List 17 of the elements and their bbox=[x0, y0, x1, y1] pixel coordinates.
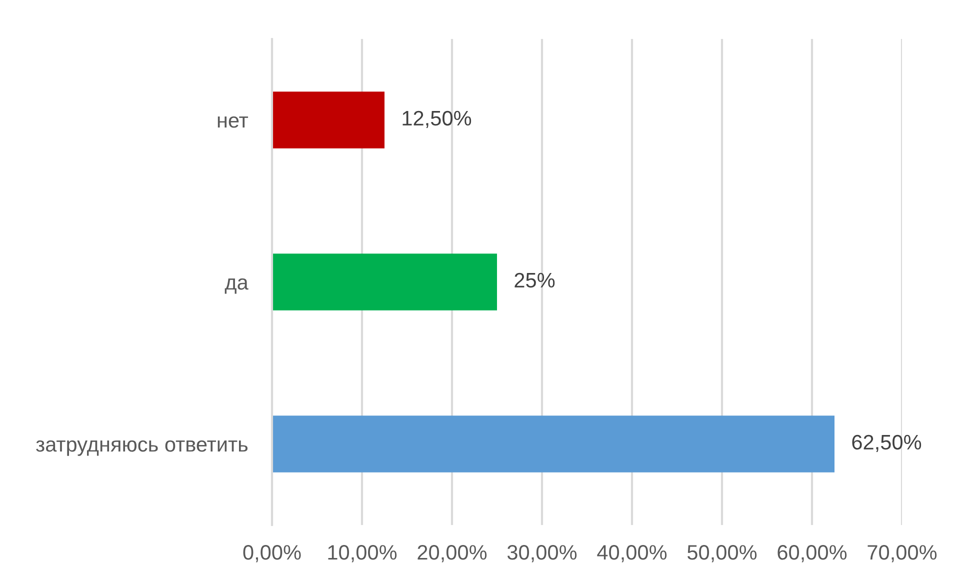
y-tick-label: затрудняюсь ответить bbox=[36, 440, 248, 456]
x-tick-label: 0,00% bbox=[243, 544, 301, 562]
x-tick-label: 70,00% bbox=[868, 544, 937, 562]
x-tick-label: 10,00% bbox=[328, 544, 397, 562]
x-tick-label: 30,00% bbox=[507, 544, 577, 562]
data-label: 62,50% bbox=[852, 434, 922, 452]
bar bbox=[272, 416, 834, 472]
x-tick-label: 50,00% bbox=[688, 544, 757, 562]
bar bbox=[272, 254, 497, 310]
x-tick-label: 20,00% bbox=[418, 544, 487, 562]
x-tick-label: 60,00% bbox=[778, 544, 847, 562]
y-tick-label: нет bbox=[218, 116, 248, 128]
data-label: 25% bbox=[514, 272, 555, 288]
x-tick-label: 40,00% bbox=[597, 544, 667, 562]
y-tick-label: да bbox=[224, 278, 248, 294]
data-label: 12,50% bbox=[402, 110, 472, 128]
bar bbox=[272, 92, 384, 148]
